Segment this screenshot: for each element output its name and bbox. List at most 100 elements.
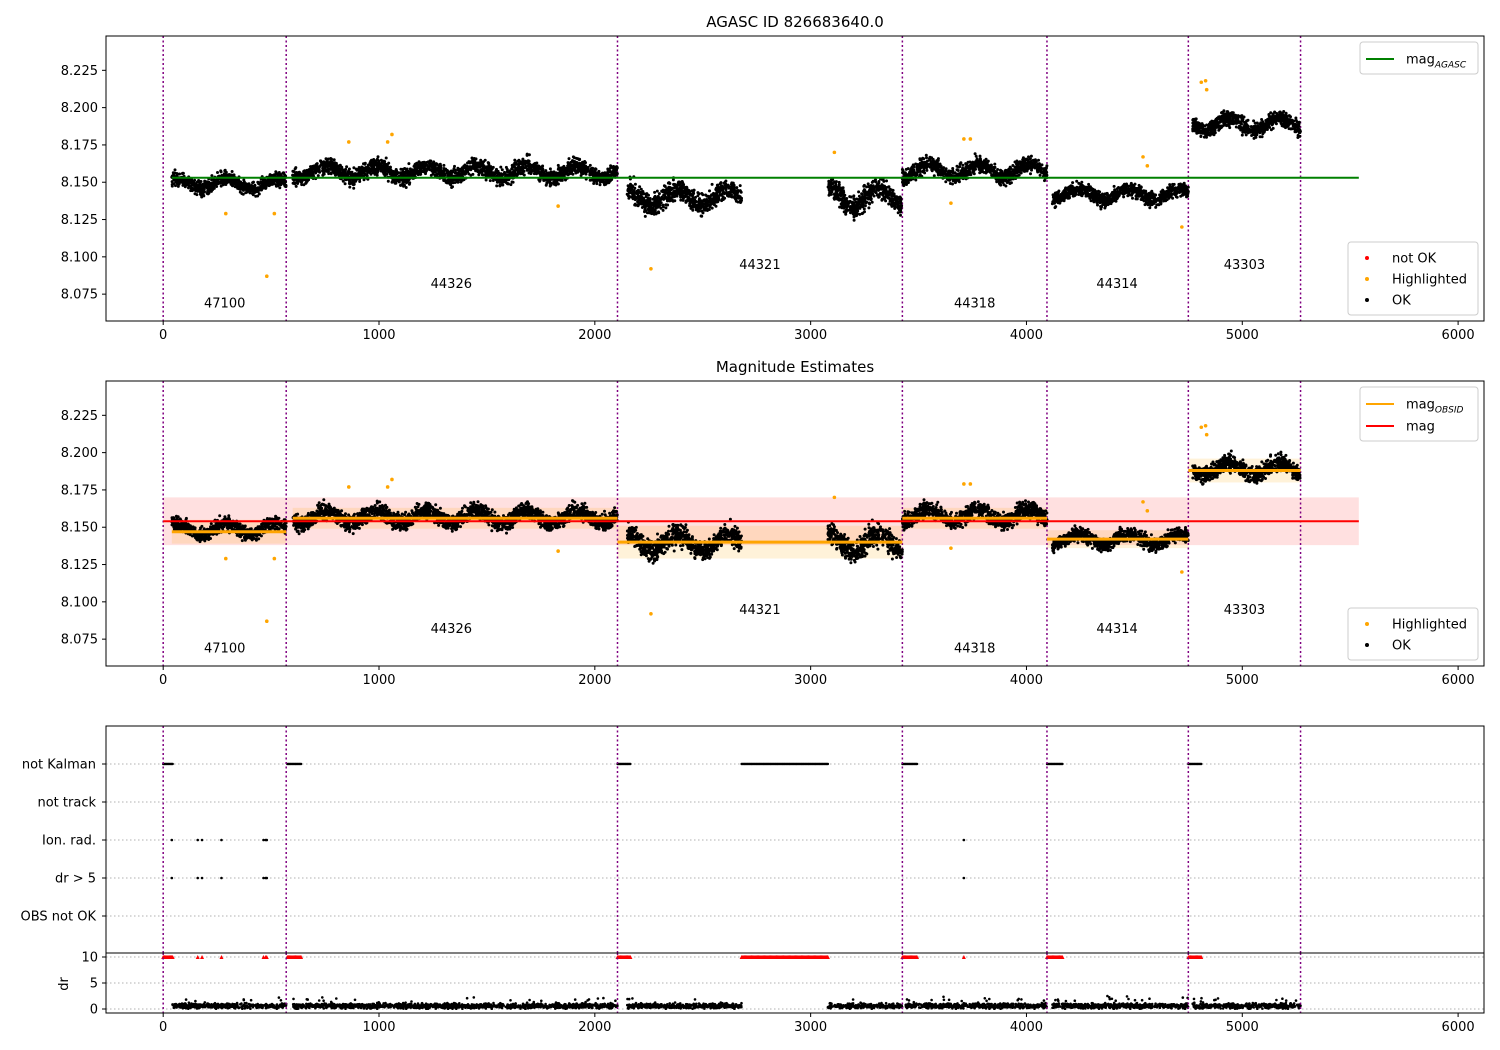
ok-point: [871, 179, 875, 183]
ok-point: [465, 168, 469, 171]
ok-point: [388, 165, 392, 169]
ok-point: [181, 171, 185, 175]
ok-point: [649, 205, 653, 208]
ok-point: [951, 170, 954, 173]
ok-point: [877, 188, 881, 192]
ok-point: [175, 181, 179, 185]
ok-point: [861, 202, 865, 206]
ok-point: [324, 157, 328, 161]
ok-point: [359, 172, 363, 175]
ok-point: [174, 184, 177, 188]
ok-point: [542, 178, 546, 182]
ok-point: [1038, 173, 1042, 177]
ok-point: [236, 186, 240, 190]
ok-point: [221, 183, 225, 187]
ok-point: [712, 201, 716, 204]
ok-point: [201, 182, 205, 186]
ok-point: [1041, 170, 1045, 174]
ok-point: [837, 193, 841, 197]
ok-point: [837, 183, 841, 187]
ok-point: [230, 170, 234, 173]
ok-point: [1008, 182, 1012, 185]
ok-point: [216, 171, 219, 174]
ok-point: [575, 162, 579, 165]
ok-point: [434, 162, 438, 166]
ok-point: [652, 208, 656, 212]
ok-point: [294, 184, 298, 188]
ok-point: [580, 168, 584, 172]
ok-point: [541, 167, 545, 171]
ok-point: [904, 173, 908, 177]
ok-point: [259, 185, 263, 189]
ok-point: [244, 182, 248, 186]
ok-point: [589, 167, 593, 171]
ok-point: [336, 164, 340, 168]
ok-point: [699, 207, 703, 210]
ok-point: [459, 180, 463, 184]
ok-point: [570, 164, 574, 168]
ok-point: [363, 161, 367, 165]
ok-point: [866, 190, 870, 194]
ok-point: [256, 186, 260, 190]
ok-point: [283, 173, 287, 177]
ok-point: [607, 179, 611, 183]
ok-point: [515, 168, 519, 172]
ok-point: [379, 167, 383, 171]
ok-point: [278, 186, 282, 190]
ok-point: [901, 179, 905, 183]
ok-point: [662, 184, 666, 188]
ok-point: [1036, 170, 1040, 174]
ok-point: [730, 190, 734, 194]
ok-point: [870, 200, 874, 204]
ok-point: [1039, 163, 1043, 167]
ok-point: [387, 161, 391, 165]
ok-point: [681, 182, 685, 186]
ok-point: [317, 165, 321, 169]
ok-point: [170, 184, 174, 188]
ok-point: [712, 197, 716, 201]
ok-point: [459, 168, 463, 172]
ok-point: [867, 206, 871, 210]
ok-point: [1014, 168, 1018, 172]
ok-point: [315, 162, 319, 166]
ok-point: [231, 180, 235, 184]
ok-point: [864, 193, 868, 197]
ok-point: [648, 201, 652, 205]
ok-point: [854, 204, 857, 208]
ok-point: [678, 180, 682, 184]
ok-point: [1043, 166, 1047, 170]
ok-point: [615, 168, 618, 172]
ok-point: [852, 218, 856, 222]
ok-point: [835, 185, 839, 189]
ok-point: [375, 163, 378, 167]
ok-point: [598, 183, 602, 187]
ok-point: [688, 202, 692, 205]
ok-point: [977, 168, 981, 171]
ok-point: [736, 200, 740, 204]
ok-point: [636, 188, 640, 192]
ok-point: [473, 161, 477, 165]
ok-point: [428, 162, 432, 166]
ok-point: [611, 171, 615, 175]
ok-point: [860, 198, 864, 202]
ok-point: [971, 171, 975, 174]
ok-point: [344, 172, 348, 176]
ok-point: [483, 158, 487, 162]
ok-point: [648, 210, 652, 214]
ok-point: [657, 192, 661, 196]
ok-point: [666, 203, 670, 207]
ok-point: [547, 174, 551, 177]
ok-point: [187, 186, 190, 190]
ok-point: [615, 165, 619, 169]
ok-point: [299, 180, 303, 184]
ok-point: [993, 162, 997, 166]
ok-point: [851, 200, 854, 204]
ok-point: [173, 168, 177, 172]
ok-point: [739, 201, 742, 204]
ok-point: [924, 153, 928, 157]
ok-point: [885, 179, 888, 183]
ok-point: [700, 214, 704, 218]
ok-point: [710, 182, 714, 186]
ok-point: [1007, 173, 1010, 177]
ok-point: [517, 158, 521, 162]
